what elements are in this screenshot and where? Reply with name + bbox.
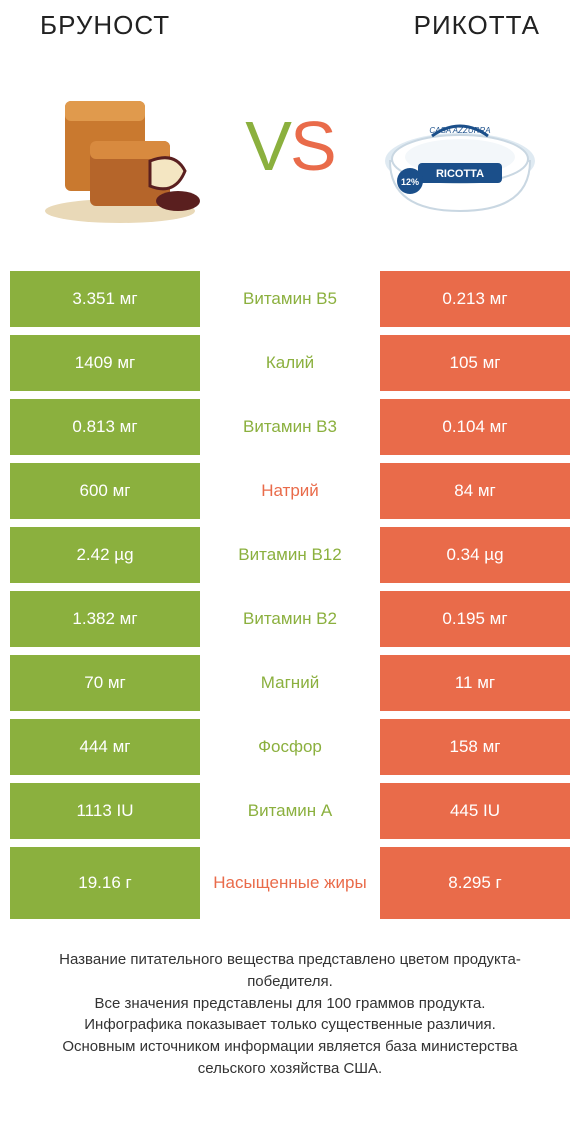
cell-left-value: 2.42 µg: [10, 527, 200, 583]
table-row: 1409 мгКалий105 мг: [10, 335, 570, 391]
table-row: 70 мгМагний11 мг: [10, 655, 570, 711]
cell-right-value: 158 мг: [380, 719, 570, 775]
table-row: 1.382 мгВитамин B20.195 мг: [10, 591, 570, 647]
footnote-line: Инфографика показывает только существенн…: [30, 1014, 550, 1036]
cell-nutrient-label: Витамин B12: [200, 527, 380, 583]
table-row: 3.351 мгВитамин B50.213 мг: [10, 271, 570, 327]
table-row: 1113 IUВитамин A445 IU: [10, 783, 570, 839]
svg-text:RICOTTA: RICOTTA: [436, 168, 484, 180]
vs-s: S: [290, 107, 335, 185]
infographic-container: БРУНОСТ РИКОТТА VS: [0, 0, 580, 1080]
cell-left-value: 19.16 г: [10, 847, 200, 919]
cell-nutrient-label: Натрий: [200, 463, 380, 519]
cell-nutrient-label: Витамин B2: [200, 591, 380, 647]
product-image-left: [30, 61, 210, 231]
cell-left-value: 1113 IU: [10, 783, 200, 839]
cell-right-value: 0.104 мг: [380, 399, 570, 455]
footnote-line: Все значения представлены для 100 граммо…: [30, 993, 550, 1015]
cell-right-value: 445 IU: [380, 783, 570, 839]
cell-nutrient-label: Витамин A: [200, 783, 380, 839]
footnote-text: Название питательного вещества представл…: [30, 949, 550, 1080]
vs-label: VS: [245, 106, 334, 186]
cell-nutrient-label: Фосфор: [200, 719, 380, 775]
cell-left-value: 444 мг: [10, 719, 200, 775]
product-image-right: RICOTTA CASA AZZURRA 12%: [370, 61, 550, 231]
svg-text:12%: 12%: [401, 177, 419, 187]
footnote-line: Основным источником информации является …: [30, 1036, 550, 1080]
table-row: 0.813 мгВитамин B30.104 мг: [10, 399, 570, 455]
cell-right-value: 0.213 мг: [380, 271, 570, 327]
cell-left-value: 3.351 мг: [10, 271, 200, 327]
ricotta-icon: RICOTTA CASA AZZURRA 12%: [370, 61, 550, 231]
product-title-right: РИКОТТА: [414, 10, 540, 41]
vs-v: V: [245, 107, 290, 185]
cell-right-value: 105 мг: [380, 335, 570, 391]
cell-nutrient-label: Витамин B5: [200, 271, 380, 327]
cell-left-value: 600 мг: [10, 463, 200, 519]
cell-right-value: 84 мг: [380, 463, 570, 519]
cell-nutrient-label: Насыщенные жиры: [200, 847, 380, 919]
table-row: 19.16 гНасыщенные жиры8.295 г: [10, 847, 570, 919]
nutrition-table: 3.351 мгВитамин B50.213 мг 1409 мгКалий10…: [10, 271, 570, 919]
cell-left-value: 1409 мг: [10, 335, 200, 391]
table-row: 444 мгФосфор158 мг: [10, 719, 570, 775]
products-row: VS RICOTTA CASA AZZURRA 12%: [0, 41, 580, 271]
table-row: 600 мгНатрий84 мг: [10, 463, 570, 519]
cell-right-value: 0.34 µg: [380, 527, 570, 583]
cell-left-value: 1.382 мг: [10, 591, 200, 647]
brunost-icon: [30, 61, 210, 231]
header: БРУНОСТ РИКОТТА: [0, 0, 580, 41]
cell-right-value: 8.295 г: [380, 847, 570, 919]
svg-text:CASA AZZURRA: CASA AZZURRA: [429, 126, 490, 135]
cell-left-value: 0.813 мг: [10, 399, 200, 455]
table-row: 2.42 µgВитамин B120.34 µg: [10, 527, 570, 583]
cell-right-value: 11 мг: [380, 655, 570, 711]
cell-right-value: 0.195 мг: [380, 591, 570, 647]
footnote-line: Название питательного вещества представл…: [30, 949, 550, 993]
cell-nutrient-label: Магний: [200, 655, 380, 711]
product-title-left: БРУНОСТ: [40, 10, 170, 41]
cell-left-value: 70 мг: [10, 655, 200, 711]
cell-nutrient-label: Витамин B3: [200, 399, 380, 455]
cell-nutrient-label: Калий: [200, 335, 380, 391]
